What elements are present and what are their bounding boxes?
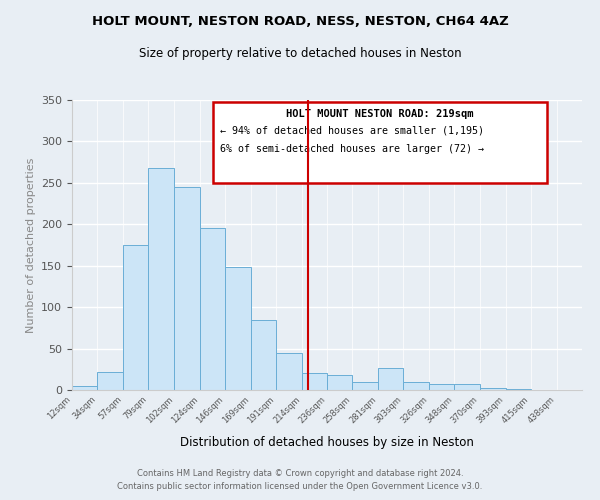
- Bar: [97, 372, 123, 390]
- Bar: [251, 320, 276, 390]
- Bar: [224, 268, 251, 390]
- Bar: [199, 228, 224, 390]
- X-axis label: Distribution of detached houses by size in Neston: Distribution of detached houses by size …: [180, 436, 474, 450]
- Bar: [327, 375, 352, 390]
- Bar: [72, 386, 97, 390]
- Text: Contains HM Land Registry data © Crown copyright and database right 2024.: Contains HM Land Registry data © Crown c…: [137, 468, 463, 477]
- Bar: [479, 388, 506, 390]
- Bar: [403, 382, 430, 390]
- Bar: [430, 384, 455, 390]
- Bar: [175, 187, 199, 390]
- Text: HOLT MOUNT NESTON ROAD: 219sqm: HOLT MOUNT NESTON ROAD: 219sqm: [286, 109, 473, 119]
- Bar: [123, 245, 148, 390]
- Bar: [506, 389, 531, 390]
- Bar: [352, 382, 378, 390]
- Text: Contains public sector information licensed under the Open Government Licence v3: Contains public sector information licen…: [118, 482, 482, 491]
- Y-axis label: Number of detached properties: Number of detached properties: [26, 158, 35, 332]
- Text: ← 94% of detached houses are smaller (1,195): ← 94% of detached houses are smaller (1,…: [220, 126, 484, 136]
- Text: Size of property relative to detached houses in Neston: Size of property relative to detached ho…: [139, 48, 461, 60]
- Text: HOLT MOUNT, NESTON ROAD, NESS, NESTON, CH64 4AZ: HOLT MOUNT, NESTON ROAD, NESS, NESTON, C…: [92, 15, 508, 28]
- Bar: [302, 374, 327, 390]
- Text: 6% of semi-detached houses are larger (72) →: 6% of semi-detached houses are larger (7…: [220, 144, 484, 154]
- Bar: [148, 168, 175, 390]
- FancyBboxPatch shape: [213, 102, 547, 183]
- Bar: [455, 384, 479, 390]
- Bar: [378, 368, 403, 390]
- Bar: [276, 352, 302, 390]
